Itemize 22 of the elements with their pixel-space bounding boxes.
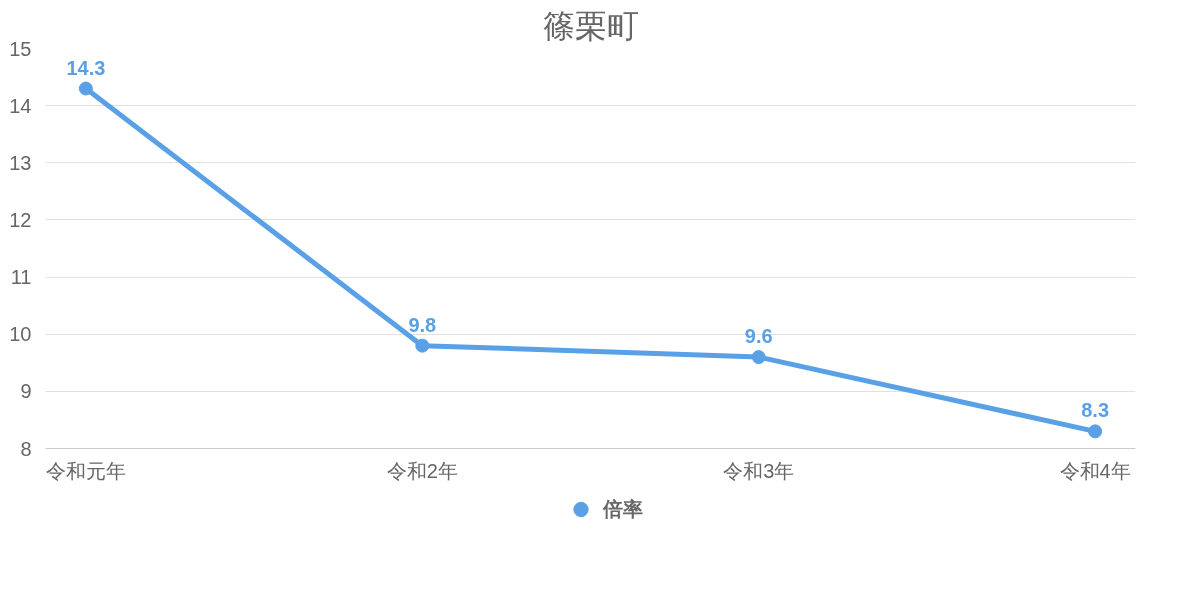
data-label: 14.3 xyxy=(66,56,106,79)
y-tick-label: 13 xyxy=(9,151,32,174)
data-label: 9.8 xyxy=(408,313,437,336)
data-label: 9.6 xyxy=(744,325,773,348)
legend-label: 倍率 xyxy=(603,496,643,522)
y-tick-label: 15 xyxy=(9,37,32,60)
point xyxy=(78,81,93,96)
y-tick-label: 12 xyxy=(9,208,32,231)
chart-title: 篠栗町 xyxy=(542,7,639,44)
y-tick-label: 8 xyxy=(20,437,32,460)
point xyxy=(1088,424,1103,439)
data-label: 8.3 xyxy=(1081,399,1110,422)
y-tick-label: 11 xyxy=(10,266,32,289)
y-tick-label: 9 xyxy=(20,380,32,403)
point xyxy=(751,350,766,365)
y-tick-label: 10 xyxy=(9,323,32,346)
x-tick-label: 令和2年 xyxy=(386,459,458,482)
point xyxy=(415,338,430,353)
x-tick-label: 令和元年 xyxy=(45,459,126,482)
x-tick-label: 令和4年 xyxy=(1059,459,1131,482)
x-tick-label: 令和3年 xyxy=(723,459,795,482)
y-tick-label: 14 xyxy=(9,94,32,117)
